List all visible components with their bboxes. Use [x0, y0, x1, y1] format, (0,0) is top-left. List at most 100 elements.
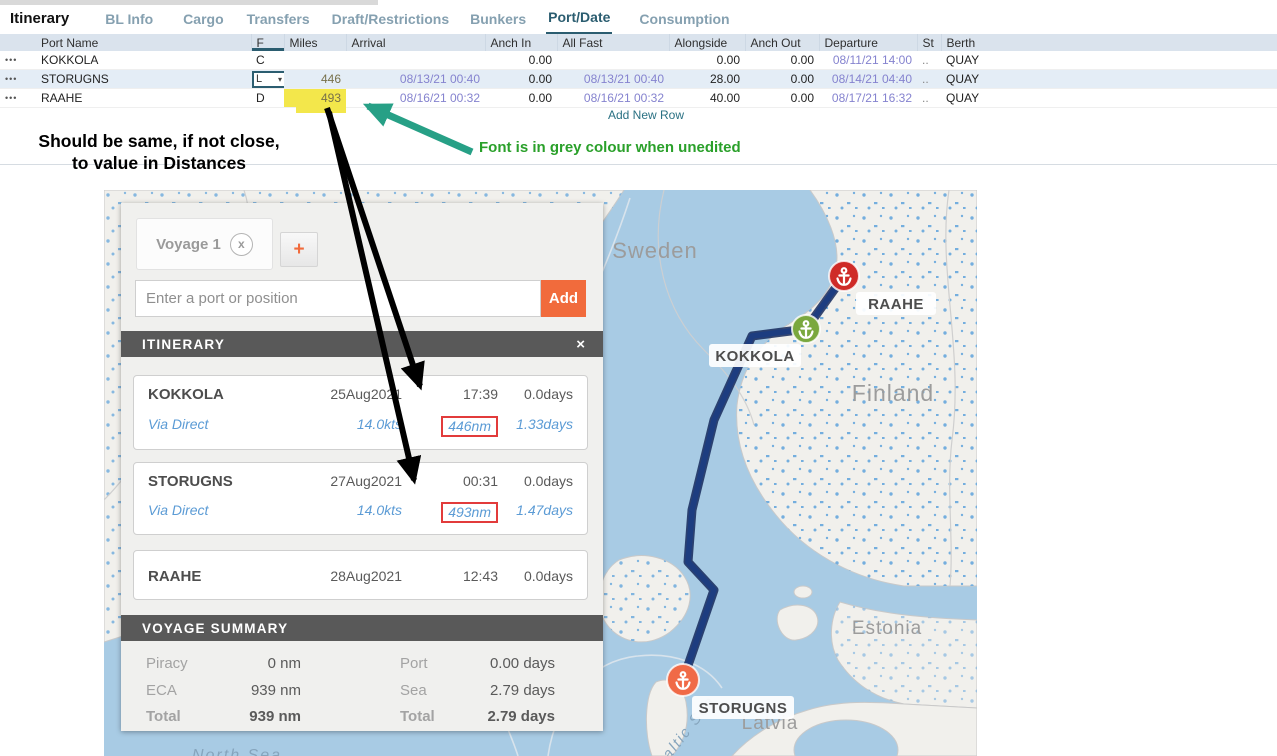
row-menu-icon[interactable]: ••• [5, 93, 18, 103]
summary-label: Piracy [146, 655, 188, 672]
card-date: 27Aug2021 [330, 473, 402, 489]
tab-cargo[interactable]: Cargo [183, 10, 224, 27]
port-name-cell[interactable]: KOKKOLA [41, 53, 99, 67]
arrival-cell[interactable] [346, 51, 485, 70]
miles-cell-highlighted[interactable]: 446 [284, 69, 346, 89]
tab-draft-restrictions[interactable]: Draft/Restrictions [331, 10, 450, 27]
anch-out-cell[interactable]: 0.00 [790, 91, 814, 105]
berth-cell[interactable]: QUAY [941, 69, 1277, 89]
berth-cell[interactable]: QUAY [946, 91, 980, 105]
row-menu-icon[interactable]: ••• [0, 69, 36, 89]
tab-itinerary[interactable]: Itinerary [10, 9, 70, 27]
voyage-tab-close-icon[interactable]: x [229, 232, 253, 256]
all-fast-cell[interactable] [557, 51, 669, 70]
card-port-name: STORUGNS [148, 473, 233, 490]
all-fast-cell[interactable]: 08/16/21 00:32 [583, 91, 664, 105]
card-date: 28Aug2021 [330, 568, 402, 584]
anch-out-cell[interactable]: 0.00 [745, 69, 819, 89]
card-time: 17:39 [462, 386, 498, 402]
add-voyage-button plus-icon[interactable]: + [280, 232, 318, 267]
card-sea-days: 1.33days [516, 416, 573, 432]
alongside-cell[interactable]: 28.00 [669, 69, 745, 89]
estonia-label: Estonia [852, 618, 922, 639]
card-sea-days: 1.47days [516, 502, 573, 518]
voyage-summary-header: VOYAGE SUMMARY [121, 615, 603, 641]
all-fast-cell[interactable]: 08/13/21 00:40 [557, 69, 669, 89]
table-row: ••• RAAHE D 493 08/16/21 00:32 0.00 08/1… [0, 88, 1277, 108]
table-row: ••• KOKKOLA C 0.00 0.00 0.00 08/11/21 14… [0, 51, 1277, 70]
f-value: L [256, 73, 263, 85]
port-name-cell[interactable]: RAAHE [41, 91, 83, 105]
berth-cell[interactable]: QUAY [946, 53, 980, 67]
tab-bunkers[interactable]: Bunkers [470, 10, 527, 27]
card-date: 25Aug2021 [330, 386, 402, 402]
col-st: St [917, 34, 942, 51]
anch-in-cell[interactable]: 0.00 [485, 69, 557, 89]
f-cell[interactable]: C [256, 53, 265, 67]
port-name-cell[interactable]: STORUGNS [36, 69, 251, 89]
f-cell[interactable]: D [256, 91, 265, 105]
voyage-tab-label: Voyage 1 [156, 235, 221, 253]
estonia-landmass [776, 585, 977, 709]
col-berth: Berth [941, 34, 1277, 51]
yellow-highlight-strip [296, 105, 346, 113]
close-icon[interactable]: × [576, 335, 585, 353]
f-cell[interactable]: L ▾ [251, 69, 284, 89]
arrival-cell[interactable]: 08/13/21 00:40 [346, 69, 485, 89]
summary-value: 2.79 days [489, 681, 555, 699]
teal-arrow-to-miles [362, 102, 474, 156]
itinerary-card-storugns: STORUGNS 27Aug2021 00:31 0.0days Via Dir… [133, 462, 588, 535]
summary-label: Sea [400, 681, 427, 699]
f-dropdown[interactable]: L ▾ [252, 70, 284, 88]
port-search-input[interactable] [135, 280, 541, 317]
card-via-routing[interactable]: Via Direct [148, 502, 209, 518]
storugns-label: STORUGNS [692, 696, 794, 719]
departure-cell[interactable]: 08/14/21 04:40 [819, 69, 917, 89]
tab-transfers[interactable]: Transfers [246, 10, 310, 27]
card-distance-highlight-box: 493nm [441, 502, 498, 523]
st-cell[interactable]: .. [922, 91, 929, 105]
summary-value: 0 nm [267, 655, 301, 672]
anch-in-cell[interactable]: 0.00 [528, 53, 552, 67]
departure-cell[interactable]: 08/11/21 14:00 [832, 53, 912, 67]
st-cell[interactable]: .. [917, 69, 941, 89]
miles-cell[interactable] [284, 51, 346, 70]
raahe-label: RAAHE [856, 292, 936, 315]
card-port-days: 0.0days [523, 386, 573, 402]
raahe-marker anchor-icon[interactable] [828, 260, 860, 292]
north-sea-label: North Sea [192, 747, 282, 756]
tab-bl-info[interactable]: BL Info [105, 10, 154, 27]
col-alongside: Alongside [669, 34, 746, 51]
summary-value: 0.00 days [489, 655, 555, 672]
card-via-routing[interactable]: Via Direct [148, 416, 209, 432]
arrival-cell[interactable]: 08/16/21 00:32 [399, 91, 480, 105]
row-menu-icon[interactable]: ••• [5, 55, 18, 65]
voyage-summary-title: VOYAGE SUMMARY [142, 620, 289, 636]
st-cell[interactable]: .. [922, 53, 929, 67]
anch-out-cell[interactable]: 0.00 [790, 53, 814, 67]
svg-text:STORUGNS: STORUGNS [699, 700, 788, 717]
card-distance-highlight-box: 446nm [441, 416, 498, 437]
anch-in-cell[interactable]: 0.00 [528, 91, 552, 105]
country-border-sea [657, 190, 755, 426]
tab-consumption[interactable]: Consumption [639, 10, 730, 27]
departure-cell[interactable]: 08/17/21 16:32 [831, 91, 912, 105]
alongside-cell[interactable]: 40.00 [709, 91, 740, 105]
col-anch-in: Anch In [485, 34, 558, 51]
annotation-note: Should be same, if not close, to value i… [28, 130, 290, 174]
itinerary-table: Port Name F Miles Arrival Anch In All Fa… [0, 34, 1277, 108]
itinerary-title: ITINERARY [142, 336, 226, 352]
storugns-marker anchor-icon[interactable] [666, 663, 700, 697]
card-speed: 14.0kts [356, 416, 402, 432]
miles-cell-highlighted[interactable]: 493 [284, 88, 346, 108]
add-new-row-link[interactable]: Add New Row [607, 108, 685, 122]
add-port-button[interactable]: Add [541, 280, 586, 317]
voyage-tab[interactable]: Voyage 1 x [136, 218, 273, 270]
map-canvas[interactable]: Sweden Finland Estonia Latvia North Sea … [104, 190, 977, 756]
alongside-cell[interactable]: 0.00 [716, 53, 740, 67]
tab-port-date[interactable]: Port/Date [546, 4, 613, 36]
col-anch-out: Anch Out [745, 34, 820, 51]
col-departure: Departure [819, 34, 918, 51]
col-actions [0, 34, 36, 51]
kokkola-marker anchor-icon[interactable] [791, 314, 821, 344]
